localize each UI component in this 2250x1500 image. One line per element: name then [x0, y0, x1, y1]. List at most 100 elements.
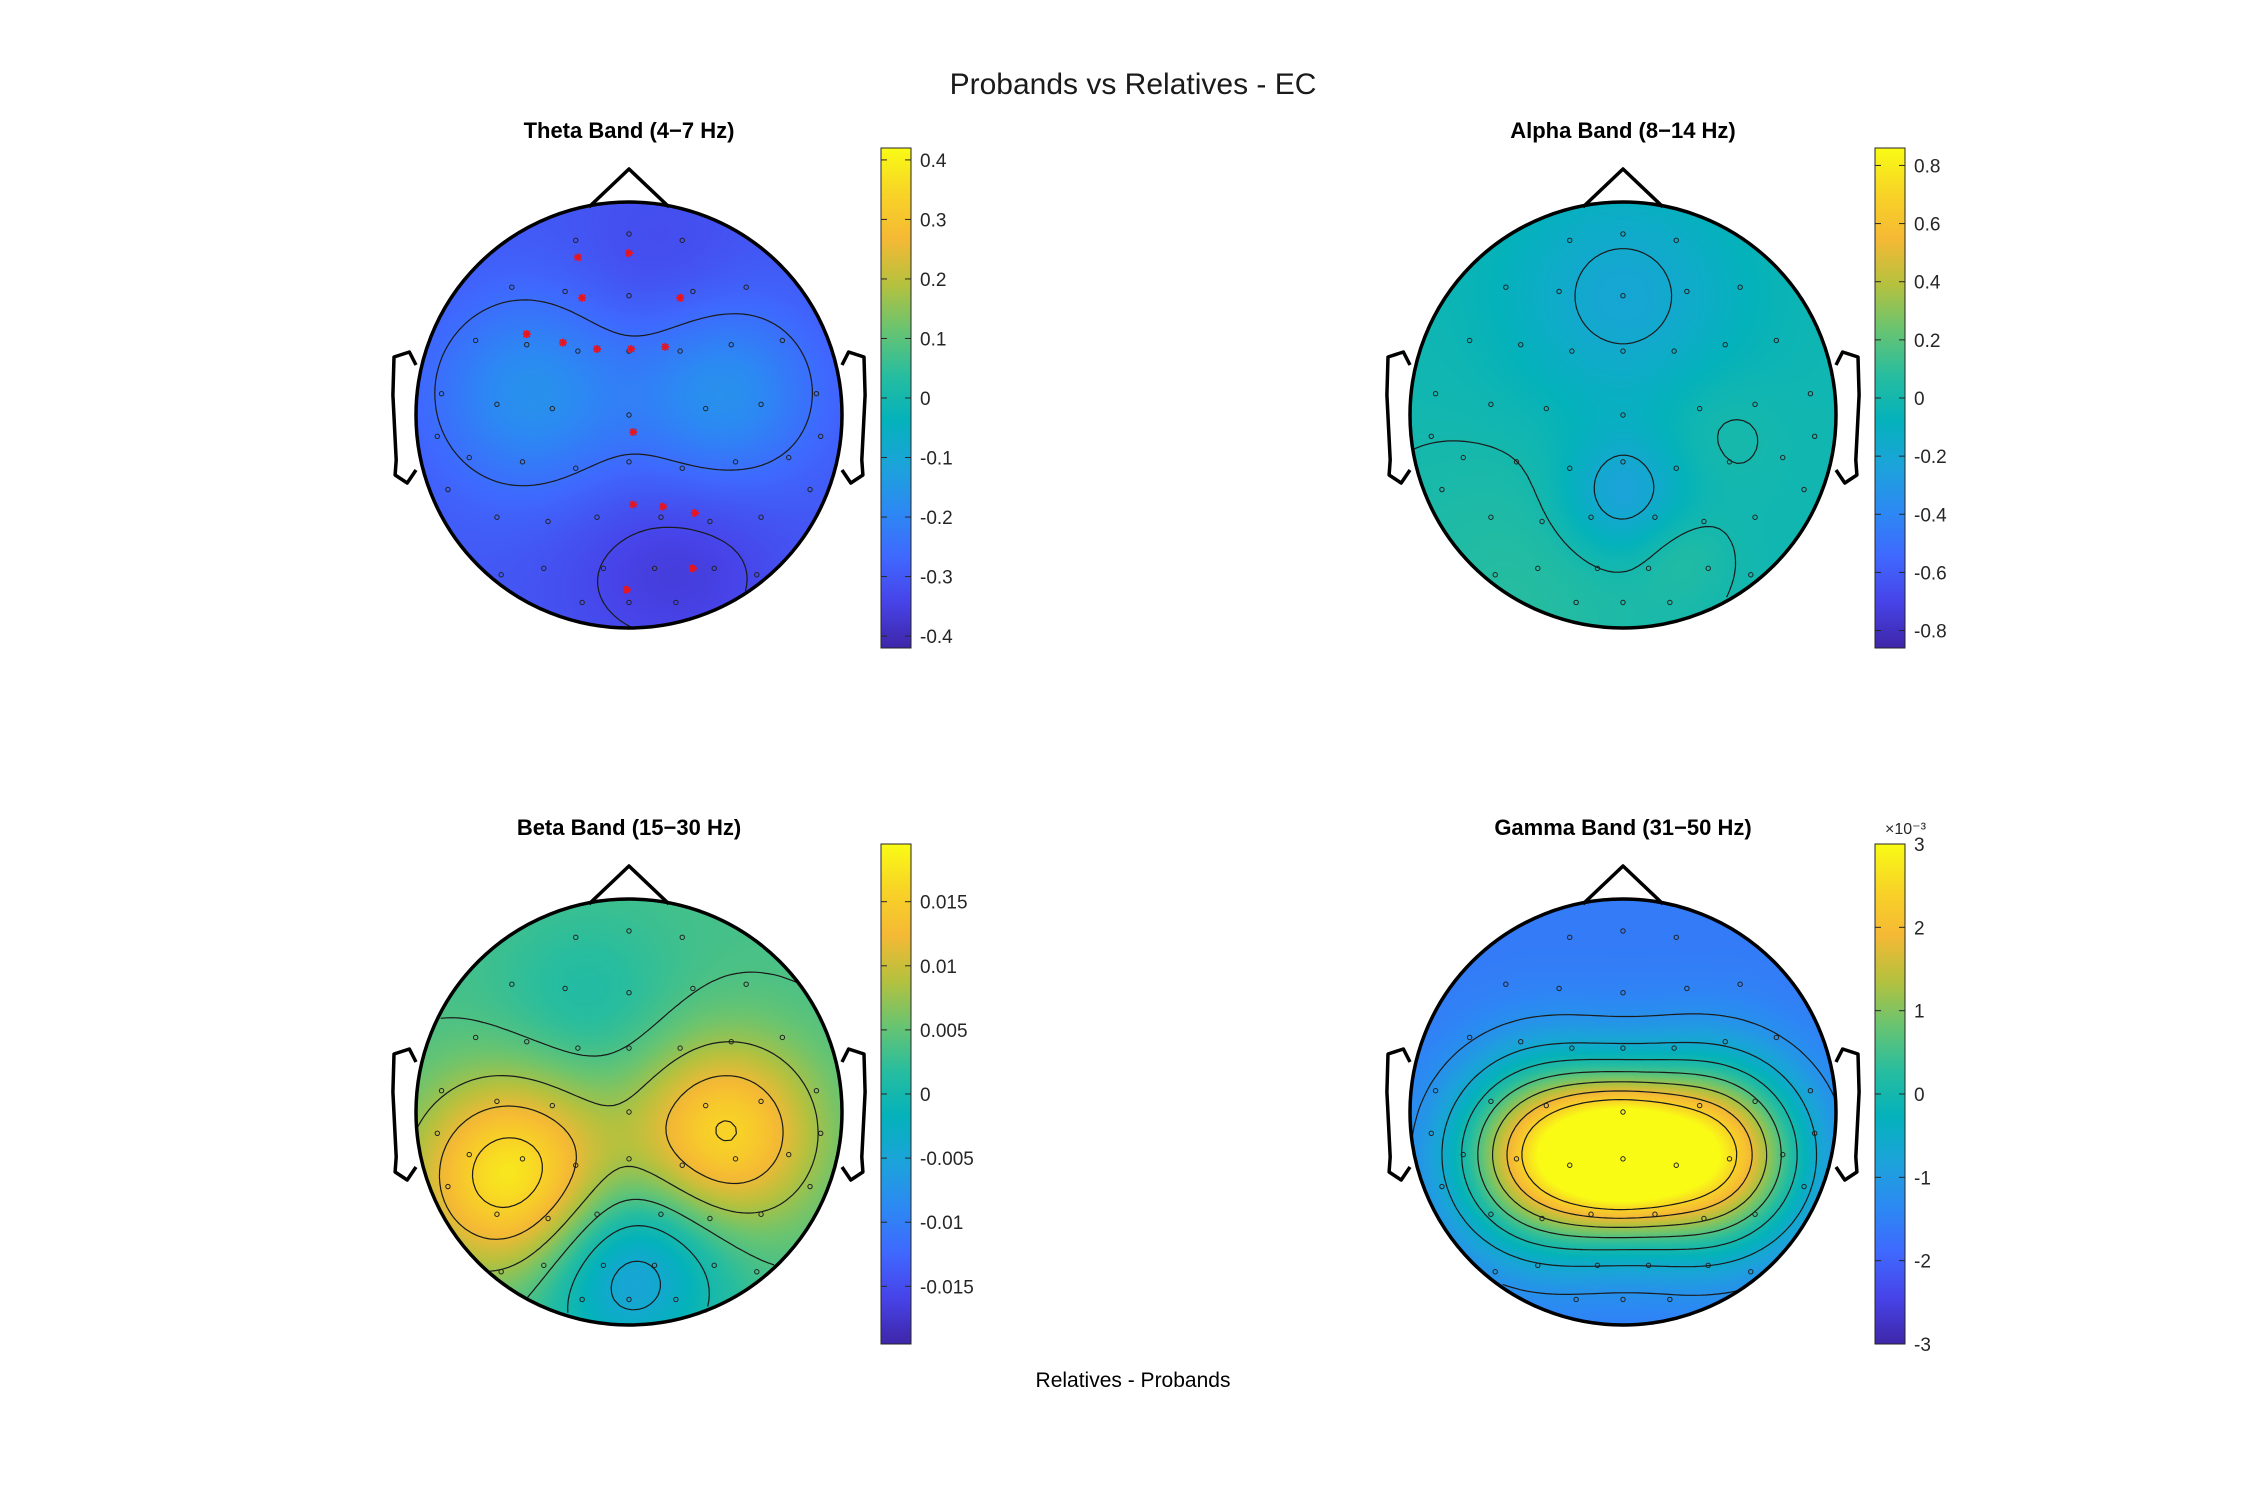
electrode-dot [1620, 928, 1626, 934]
electrode-markers [1428, 928, 1818, 1303]
colorbar-tick-label: -0.2 [1914, 447, 1947, 468]
electrode-dot [1812, 1130, 1818, 1137]
electrode-dot [690, 288, 696, 295]
electrode-dot [519, 1156, 526, 1162]
electrode-dot [1492, 572, 1498, 578]
left-ear-outline [1385, 1047, 1412, 1182]
electrode-dot [1773, 1034, 1780, 1041]
left-ear-outline [1385, 350, 1412, 485]
electrode-dot [1667, 599, 1673, 606]
scalp-heatmap [416, 899, 842, 1325]
electrode-dot [1726, 1156, 1733, 1162]
significant-electrode-marker [676, 293, 685, 302]
electrode-dot [677, 1045, 683, 1051]
colorbar-tick-label: 0.2 [1914, 331, 1940, 352]
electrode-dot [1588, 1211, 1594, 1217]
electrode-dot [1503, 284, 1509, 290]
electrode-dot [1439, 486, 1445, 493]
electrode-dot [509, 284, 515, 290]
significant-electrode-marker [578, 293, 587, 302]
significant-electrode-marker [593, 344, 602, 353]
contour-level [440, 971, 800, 1299]
left-ear-outline [391, 1047, 418, 1182]
electrode-dot [1503, 981, 1509, 987]
electrode-dot [1620, 293, 1626, 299]
electrode-dot [679, 237, 685, 244]
contour-level [1521, 1099, 1738, 1211]
electrode-dot [732, 1156, 739, 1162]
significant-electrode-marker [659, 502, 668, 511]
electrode-dot [466, 454, 472, 461]
nose-outline [1581, 167, 1665, 209]
electrode-dot [1569, 348, 1575, 354]
electrode-dot [1801, 486, 1807, 493]
electrode-dot [1573, 599, 1579, 606]
electrode-dot [1466, 1034, 1473, 1041]
significant-electrode-marker [522, 330, 531, 339]
electrode-dot [472, 1034, 479, 1041]
electrode-dot [1539, 1215, 1545, 1222]
electrode-dot [626, 1156, 632, 1162]
electrode-dot [807, 486, 813, 493]
colorbar-tick-label: 0 [1914, 1085, 1925, 1106]
electrode-dot [1620, 1296, 1626, 1303]
electrode-dot [434, 433, 440, 439]
electrode-dot [573, 237, 579, 244]
electrode-dot [575, 1045, 581, 1051]
topoplot-panel: Theta Band (4−7 Hz) -0.4 -0.3 -0.2 -0.1 0 0.1 0… [391, 118, 953, 649]
electrode-dot [1620, 231, 1626, 237]
colorbar-tick-label: -0.4 [920, 627, 953, 648]
electrode-dot [445, 486, 451, 493]
head-outline [391, 864, 867, 1327]
colorbar-tick-label: -0.015 [920, 1277, 974, 1298]
electrode-dot [813, 1088, 820, 1094]
electrode-dot [1573, 1296, 1579, 1303]
colorbar-tick-label: 0.015 [920, 893, 968, 914]
significant-electrode-marker [625, 249, 633, 258]
scalp-circle [1408, 897, 1838, 1327]
colorbar-tick-label: 0 [920, 389, 931, 410]
colorbar-tick-label: -0.005 [920, 1149, 974, 1170]
electrode-dot [1428, 1130, 1435, 1137]
electrode-dot [1748, 572, 1754, 578]
electrode-dot [579, 599, 585, 606]
colorbar-tick-label: 0.2 [920, 270, 946, 291]
electrode-dot [679, 465, 685, 471]
electrode-dot [728, 342, 734, 348]
contour-level [1441, 1041, 1818, 1268]
electrode-dot [651, 1262, 658, 1269]
electrode-dot [1752, 401, 1758, 408]
electrode-dot [1780, 1151, 1786, 1158]
electrode-dot [541, 1262, 547, 1269]
electrode-dot [1645, 1262, 1652, 1269]
electrode-dot [658, 514, 664, 520]
panel-title: Gamma Band (31−50 Hz) [1494, 815, 1751, 840]
significant-electrode-marker [573, 253, 582, 262]
colorbar-tick-label: -0.6 [1914, 563, 1947, 584]
electrode-dot [1518, 342, 1524, 348]
electrode-dot [494, 1211, 500, 1217]
electrode-markers [434, 928, 824, 1303]
electrode-dot [1673, 934, 1679, 941]
electrode-dot [1620, 990, 1626, 996]
electrode-dot [1673, 465, 1679, 471]
electrode-dot [728, 1039, 734, 1045]
electrode-dot [1620, 1109, 1626, 1115]
electrode-dot [711, 1262, 717, 1269]
electrode-dot [658, 1211, 664, 1217]
electrode-dot [1460, 454, 1466, 461]
electrode-dot [1752, 514, 1758, 520]
electrode-dot [579, 1296, 585, 1303]
electrode-dot [1705, 565, 1711, 572]
electrode-dot [1567, 934, 1573, 941]
contour-level [567, 1225, 710, 1313]
electrode-markers [434, 231, 824, 606]
electrode-dot [786, 454, 792, 461]
colorbar-tick-label: 0.005 [920, 1021, 968, 1042]
electrode-dot [1701, 1215, 1707, 1222]
electrode-dot [1620, 459, 1626, 465]
electrode-dot [1567, 1162, 1573, 1168]
electrode-dot [779, 1034, 786, 1041]
electrode-dot [545, 518, 551, 525]
scalp-circle [1408, 200, 1838, 630]
